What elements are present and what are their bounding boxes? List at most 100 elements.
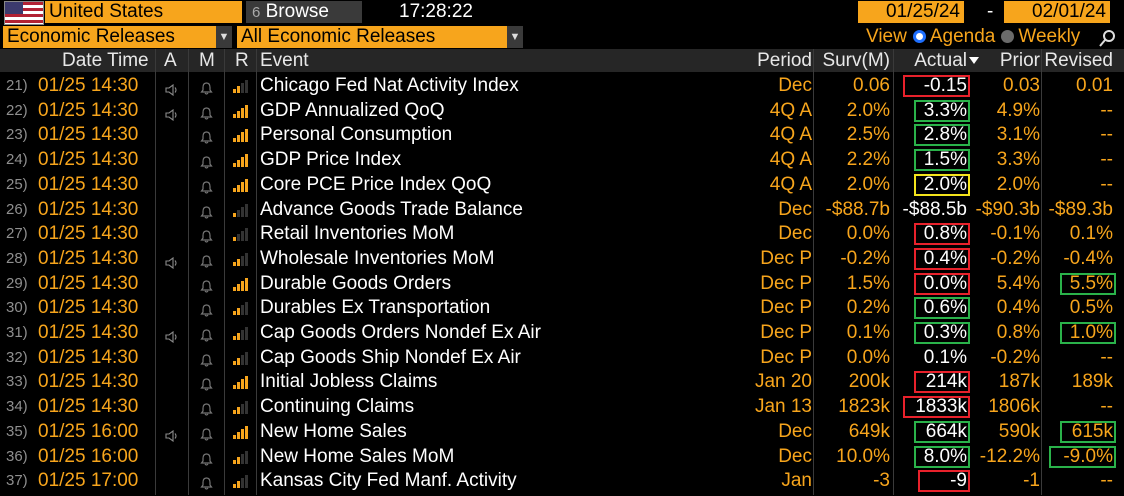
date-to-field[interactable]: 02/01/24 (1004, 1, 1110, 23)
alert-bell-icon[interactable] (200, 252, 213, 268)
category-dropdown[interactable]: Economic Releases ▼ (3, 26, 232, 48)
weekly-radio[interactable] (1001, 30, 1015, 43)
table-row[interactable]: 26) 01/25 14:30 Advance Goods Trade Balanc… (0, 198, 1124, 223)
actual-value: 214k (925, 371, 967, 393)
alert-bell-icon[interactable] (200, 104, 213, 120)
table-row[interactable]: 36) 01/25 16:00 New Home Sales MoM Dec 10.0%… (0, 445, 1124, 470)
alert-bell-icon[interactable] (200, 400, 213, 416)
revised-value: -- (1100, 99, 1113, 121)
release-datetime: 01/25 17:00 (38, 470, 139, 492)
speaker-icon[interactable] (165, 253, 179, 269)
col-alert[interactable]: A (164, 50, 177, 71)
top-toolbar: United States 6 Browse 17:28:22 01/25/24… (0, 0, 1124, 25)
alert-bell-icon[interactable] (200, 277, 213, 293)
date-from-field[interactable]: 01/25/24 (858, 1, 964, 23)
column-divider (813, 49, 814, 495)
table-row[interactable]: 23) 01/25 14:30 Personal Consumption 4Q A 2.… (0, 123, 1124, 148)
event-period: Jan (781, 470, 812, 492)
alert-bell-icon[interactable] (200, 425, 213, 441)
survey-value: 10.0% (836, 445, 890, 467)
revised-value: 0.5% (1069, 297, 1113, 319)
table-row[interactable]: 34) 01/25 14:30 Continuing Claims Jan 13 182… (0, 395, 1124, 420)
alert-bell-icon[interactable] (200, 79, 213, 95)
alert-bell-icon[interactable] (200, 375, 213, 391)
country-field[interactable]: United States (45, 1, 242, 23)
table-row[interactable]: 22) 01/25 14:30 GDP Annualized QoQ 4Q A 2.0%… (0, 99, 1124, 124)
table-row[interactable]: 31) 01/25 14:30 Cap Goods Orders Nondef Ex… (0, 321, 1124, 346)
relevance-bars-icon (233, 227, 249, 242)
col-market[interactable]: M (199, 50, 215, 71)
browse-button[interactable]: 6 Browse (246, 1, 362, 23)
table-row[interactable]: 35) 01/25 16:00 New Home Sales Dec 649k 664k 5… (0, 420, 1124, 445)
event-name: Personal Consumption (260, 124, 453, 146)
relevance-bars-icon (233, 301, 249, 316)
row-number: 27) (6, 225, 28, 243)
survey-value: 1823k (838, 396, 890, 418)
revised-highlight-box (1060, 322, 1116, 344)
col-actual[interactable]: Actual (914, 50, 967, 71)
relevance-bars-icon (233, 203, 249, 217)
table-row[interactable]: 30) 01/25 14:30 Durables Ex Transportation… (0, 296, 1124, 321)
release-datetime: 01/25 14:30 (38, 124, 139, 146)
release-datetime: 01/25 16:00 (38, 445, 139, 467)
alert-bell-icon[interactable] (200, 178, 213, 194)
speaker-icon[interactable] (165, 327, 179, 344)
revised-value: -0.4% (1063, 247, 1113, 269)
table-row[interactable]: 27) 01/25 14:30 Retail Inventories MoM Dec 0… (0, 222, 1124, 247)
row-number: 37) (6, 472, 28, 490)
relevance-bars-icon (233, 474, 249, 489)
alert-bell-icon[interactable] (200, 128, 213, 144)
chevron-down-icon: ▼ (216, 26, 232, 48)
table-row[interactable]: 24) 01/25 14:30 GDP Price Index 4Q A 2.2% 1.5… (0, 148, 1124, 173)
release-datetime: 01/25 14:30 (38, 322, 139, 343)
revised-value: 1.0% (1069, 322, 1113, 343)
col-event[interactable]: Event (260, 50, 309, 71)
prior-value: 2.0% (996, 173, 1040, 195)
col-prior[interactable]: Prior (999, 50, 1040, 71)
table-row[interactable]: 21) 01/25 14:30 Chicago Fed Nat Activity I… (0, 74, 1124, 99)
table-row[interactable]: 33) 01/25 14:30 Initial Jobless Claims Jan … (0, 370, 1124, 395)
actual-value: 3.3% (923, 99, 967, 121)
survey-value: 200k (848, 371, 890, 393)
alert-bell-icon[interactable] (200, 351, 213, 367)
alert-bell-icon[interactable] (200, 227, 213, 243)
speaker-icon[interactable] (165, 105, 179, 121)
actual-highlight-box (914, 223, 970, 246)
agenda-radio[interactable] (912, 30, 926, 43)
alert-bell-icon[interactable] (200, 326, 213, 342)
table-row[interactable]: 37) 01/25 17:00 Kansas City Fed Manf. Acti… (0, 469, 1124, 494)
prior-value: 3.1% (996, 124, 1040, 146)
survey-value: -3 (873, 470, 890, 492)
search-settings-icon[interactable] (1099, 29, 1117, 47)
col-datetime[interactable]: Date Time (62, 50, 149, 71)
revised-value: 189k (1071, 371, 1113, 393)
event-period: Jan 20 (754, 371, 812, 393)
col-survey[interactable]: Surv(M) (822, 50, 890, 71)
table-row[interactable]: 29) 01/25 14:30 Durable Goods Orders Dec P 1… (0, 272, 1124, 297)
col-relevance[interactable]: R (235, 50, 249, 71)
table-row[interactable]: 25) 01/25 14:30 Core PCE Price Index QoQ 4Q… (0, 173, 1124, 198)
col-revised[interactable]: Revised (1044, 50, 1113, 71)
alert-bell-icon[interactable] (200, 450, 213, 466)
filter-dropdown[interactable]: All Economic Releases ▼ (237, 26, 523, 48)
alert-bell-icon[interactable] (200, 474, 213, 490)
weekly-label[interactable]: Weekly (1018, 26, 1081, 47)
prior-value: 590k (998, 420, 1040, 442)
col-period[interactable]: Period (757, 50, 812, 71)
alert-bell-icon[interactable] (200, 301, 213, 317)
alert-bell-icon[interactable] (200, 203, 213, 219)
survey-value: -0.2% (840, 247, 890, 269)
alert-bell-icon[interactable] (200, 153, 213, 169)
row-number: 25) (6, 175, 28, 193)
row-number: 28) (6, 249, 28, 267)
agenda-label[interactable]: Agenda (929, 26, 996, 47)
actual-highlight-box (914, 322, 970, 344)
speaker-icon[interactable] (165, 80, 179, 97)
actual-value: 2.0% (923, 173, 967, 195)
revised-value: -9.0% (1063, 445, 1113, 467)
date-separator: - (987, 1, 994, 22)
table-row[interactable]: 32) 01/25 14:30 Cap Goods Ship Nondef Ex A… (0, 346, 1124, 371)
survey-value: 0.1% (846, 322, 890, 343)
table-row[interactable]: 28) 01/25 14:30 Wholesale Inventories MoM D… (0, 247, 1124, 272)
speaker-icon[interactable] (165, 426, 179, 442)
